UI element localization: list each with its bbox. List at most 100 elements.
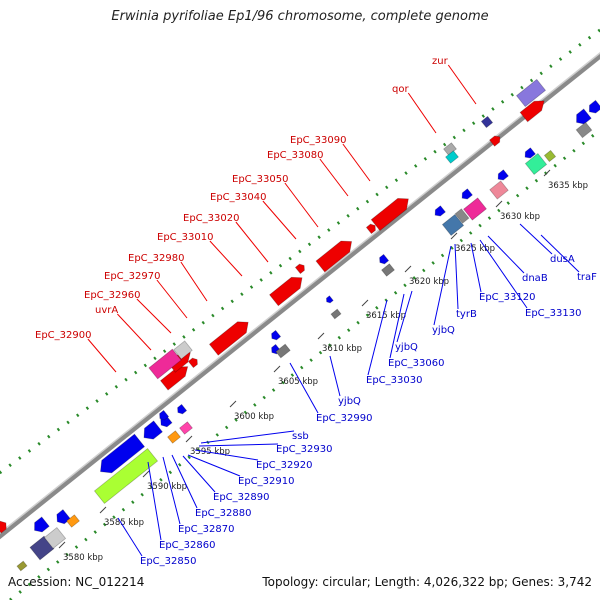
reverse-label-14: EpC_32920 [256, 460, 312, 471]
salmon-gene [489, 180, 509, 200]
reverse-leader-7 [396, 290, 413, 343]
olive-gene-b [16, 560, 28, 572]
dotted-track-inner [9, 128, 600, 600]
forward-label-10: EpC_32960 [84, 290, 140, 301]
forward-gene-10 [187, 357, 198, 369]
reverse-leader-15 [187, 454, 241, 477]
kbp-label-5: 3605 kbp [278, 377, 318, 387]
forward-label-6: EpC_33020 [183, 213, 239, 224]
forward-leader-2 [342, 143, 371, 182]
forward-label-12: EpC_32900 [35, 330, 91, 341]
green-long-gene [93, 447, 159, 505]
forward-gene-3 [208, 321, 249, 356]
kbp-tick-4 [229, 400, 237, 408]
kbp-label-11: 3635 kbp [548, 181, 588, 191]
forward-leader-10 [136, 298, 172, 334]
mint-gene [524, 152, 548, 176]
reverse-label-16: EpC_32890 [213, 492, 269, 503]
forward-leader-11 [117, 313, 152, 351]
reverse-leader-14 [194, 449, 259, 461]
grey-gene-e [275, 343, 291, 359]
grey-gene-f [43, 526, 67, 550]
grey-gene-d [330, 308, 342, 320]
forward-gene-9 [489, 135, 501, 147]
reverse-leader-1 [519, 223, 553, 255]
reverse-gene-10 [588, 99, 600, 114]
reverse-leader-0 [540, 234, 580, 273]
reverse-leader-3 [470, 242, 482, 293]
map-title: Erwinia pyrifoliae Ep1/96 chromosome, co… [111, 9, 489, 24]
reverse-label-0: traF [577, 272, 597, 283]
grey-gene-g [575, 121, 593, 139]
forward-gene-2 [269, 276, 303, 307]
forward-label-8: EpC_32980 [128, 253, 184, 264]
reverse-gene-11 [379, 253, 390, 265]
reverse-gene-1 [143, 420, 163, 440]
reverse-label-17: EpC_32880 [195, 508, 251, 519]
forward-label-1: qor [392, 84, 409, 95]
pink-gene-b [463, 197, 487, 221]
forward-gene-8 [519, 100, 545, 123]
kbp-tick-1 [99, 506, 107, 514]
reverse-label-12: ssb [292, 431, 309, 442]
reverse-leader-4 [487, 235, 525, 274]
forward-gene-1 [315, 240, 353, 273]
uvra-gene [148, 348, 182, 380]
reverse-leader-10 [329, 355, 341, 397]
forward-leader-9 [156, 279, 188, 319]
grey-gene-a [173, 340, 193, 360]
grey-gene-c [381, 263, 395, 277]
forward-label-4: EpC_33050 [232, 174, 288, 185]
reverse-leader-17 [171, 454, 198, 509]
reverse-label-6: yjbQ [432, 325, 455, 336]
reverse-leader-9 [367, 299, 388, 376]
cyan-gene [445, 150, 459, 164]
reverse-gene-5 [434, 205, 446, 217]
kbp-label-8: 3620 kbp [409, 277, 449, 287]
reverse-gene-12 [326, 295, 334, 304]
reverse-leader-6 [433, 245, 452, 326]
reverse-leader-11 [289, 362, 319, 414]
kbp-tick-0 [58, 541, 66, 549]
forward-leader-4 [284, 182, 319, 228]
kbp-tick-6 [317, 332, 325, 340]
kbp-tick-11 [543, 169, 551, 177]
reverse-label-9: EpC_33030 [366, 375, 422, 386]
forward-label-2: EpC_33090 [290, 135, 346, 146]
kbp-label-1: 3585 kbp [104, 518, 144, 528]
reverse-label-1: dusA [550, 254, 575, 265]
forward-label-7: EpC_33010 [157, 232, 213, 243]
reverse-label-20: EpC_32850 [140, 556, 196, 567]
reverse-label-11: EpC_32990 [316, 413, 372, 424]
reverse-gene-0 [100, 433, 146, 474]
edge-red-gene [0, 520, 7, 534]
reverse-label-3: EpC_33120 [479, 292, 535, 303]
reverse-label-15: EpC_32910 [238, 476, 294, 487]
forward-leader-1 [407, 92, 437, 134]
navy-small-gene [480, 115, 494, 129]
reverse-leader-12 [200, 430, 295, 444]
forward-leader-0 [447, 64, 477, 105]
reverse-leader-19 [147, 461, 162, 541]
kbp-tick-2 [142, 470, 150, 478]
forward-leader-6 [235, 221, 269, 263]
kbp-label-0: 3580 kbp [63, 553, 103, 563]
reverse-label-4: dnaB [522, 273, 548, 284]
kbp-tick-9 [450, 232, 458, 240]
forward-gene-6 [365, 223, 376, 235]
forward-gene-0 [370, 198, 409, 232]
kbp-label-9: 3625 kbp [455, 244, 495, 254]
kbp-tick-7 [361, 299, 369, 307]
kbp-label-4: 3600 kbp [234, 412, 274, 422]
reverse-leader-20 [117, 517, 143, 557]
reverse-label-19: EpC_32860 [159, 540, 215, 551]
reverse-leader-18 [162, 456, 181, 525]
reverse-gene-3 [56, 509, 71, 525]
reverse-label-13: EpC_32930 [276, 444, 332, 455]
kbp-tick-8 [404, 265, 412, 273]
reverse-leader-16 [182, 455, 216, 493]
reverse-leader-8 [389, 293, 405, 359]
kbp-tick-10 [495, 200, 503, 208]
kbp-label-6: 3610 kbp [322, 344, 362, 354]
forward-label-11: uvrA [95, 305, 118, 316]
